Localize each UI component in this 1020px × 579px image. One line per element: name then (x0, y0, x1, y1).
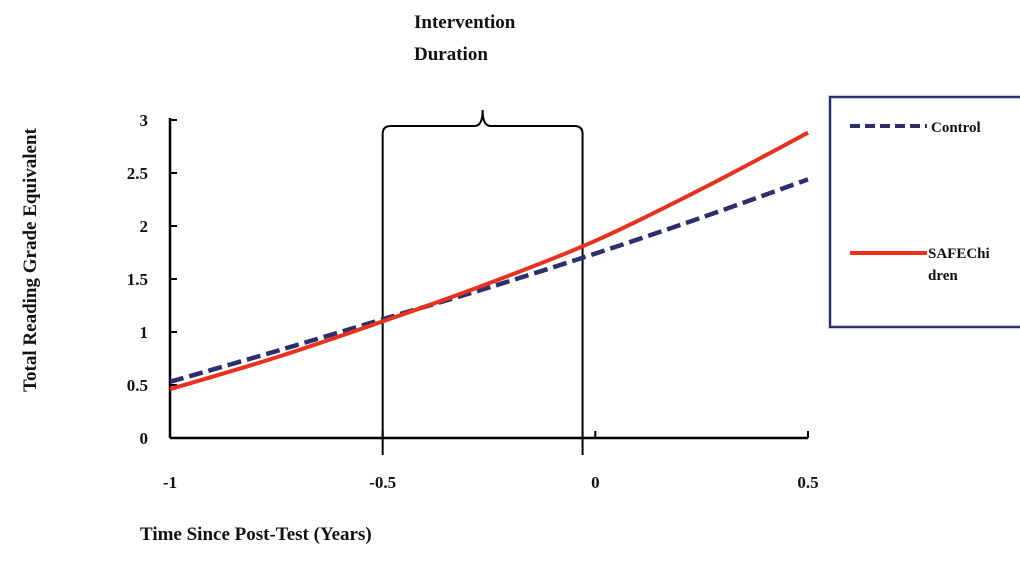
x-tick-label: -1 (163, 473, 177, 492)
y-tick-label: 1 (140, 323, 149, 342)
y-tick-label: 1.5 (127, 270, 148, 289)
legend-label-safechildren-line-2: dren (928, 268, 958, 284)
y-tick-label: 2.5 (127, 164, 148, 183)
x-axis-title: Time Since Post-Test (Years) (140, 524, 372, 545)
y-tick-label: 2 (140, 217, 149, 236)
y-tick-label: 3 (140, 111, 149, 130)
legend-label-safechildren-line-1: SAFEChi (928, 246, 990, 262)
series-line-safechildren (169, 130, 809, 392)
intervention-bracket (381, 109, 584, 455)
x-tick-label: -0.5 (369, 473, 396, 492)
series-line-control (169, 177, 809, 384)
y-tick-label: 0 (140, 429, 149, 448)
axes (168, 118, 808, 440)
legend-box (828, 95, 1020, 329)
annotation-line-2: Duration (414, 44, 488, 65)
x-tick-label: 0 (591, 473, 600, 492)
x-tick-label: 0.5 (797, 473, 818, 492)
y-axis-title: Total Reading Grade Equivalent (20, 127, 41, 391)
bracket-path (381, 109, 584, 455)
series-group (169, 130, 809, 392)
annotation-line-1: Intervention (414, 12, 516, 33)
x-ticks: -1 -0.5 0 0.5 (163, 431, 819, 492)
legend: Control SAFEChi dren (828, 95, 1020, 329)
y-tick-label: 0.5 (127, 376, 148, 395)
y-ticks: 0 0.5 1 1.5 2 2.5 3 (127, 111, 177, 448)
legend-label-control: Control (931, 120, 981, 136)
